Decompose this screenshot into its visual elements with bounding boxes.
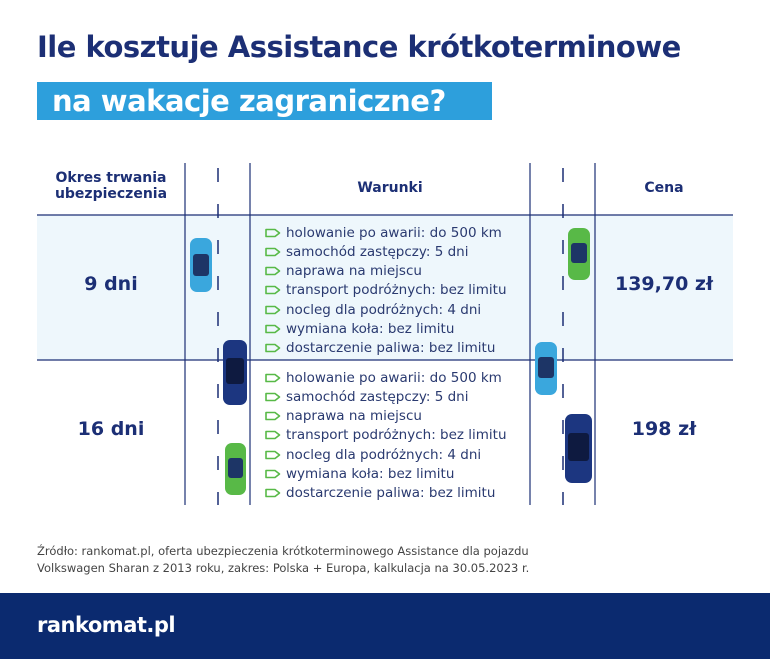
condition-text: wymiana koła: bez limitu [286, 321, 455, 337]
logo: rankomat.pl [37, 613, 176, 637]
condition-item: holowanie po awarii: do 500 km [265, 223, 502, 242]
condition-item: holowanie po awarii: do 500 km [265, 368, 502, 387]
tag-icon [265, 450, 281, 459]
tag-icon [265, 392, 281, 402]
header-cell: Cena [644, 180, 684, 196]
condition-item: naprawa na miejscu [265, 262, 422, 281]
condition-item: wymiana koła: bez limitu [265, 465, 454, 484]
condition-text: nocleg dla podróżnych: 4 dni [286, 446, 482, 463]
condition-text: holowanie po awarii: do 500 km [286, 224, 502, 241]
source-line: Źródło: rankomat.pl, oferta ubezpieczeni… [37, 544, 529, 558]
tag-icon [265, 305, 281, 314]
condition-text: transport podróżnych: bez limitu [286, 282, 507, 299]
condition-item: samochód zastępczy: 5 dni [265, 387, 469, 406]
condition-item: wymiana koła: bez limitu [265, 320, 454, 339]
title: Ile kosztuje Assistance krótkoterminowe [37, 30, 681, 64]
row-bg [37, 215, 733, 360]
footer [0, 593, 770, 659]
condition-text: transport podróżnych: bez limitu [286, 427, 507, 444]
condition-text: dostarczenie paliwa: bez limitu [286, 340, 496, 357]
period-cell: 16 dni [77, 418, 145, 440]
condition-item: nocleg dla podróżnych: 4 dni [265, 445, 481, 464]
condition-item: transport podróżnych: bez limitu [265, 426, 507, 445]
condition-item: nocleg dla podróżnych: 4 dni [265, 300, 481, 319]
condition-text: dostarczenie paliwa: bez limitu [286, 485, 496, 502]
condition-text: naprawa na miejscu [286, 263, 422, 280]
condition-item: dostarczenie paliwa: bez limitu [265, 484, 495, 503]
condition-text: samochód zastępczy: 5 dni [286, 243, 469, 260]
condition-text: holowanie po awarii: do 500 km [286, 369, 502, 386]
header-cell: Okres trwania ubezpieczenia [54, 170, 168, 202]
tag-icon [265, 247, 281, 257]
tag-icon [265, 343, 281, 353]
tag-icon [265, 324, 281, 334]
source-line: Volkswagen Sharan z 2013 roku, zakres: P… [37, 561, 530, 575]
title-highlight [37, 82, 492, 120]
table-lines [37, 163, 733, 505]
period-cell: 9 dni [84, 273, 138, 295]
tag-icon [265, 286, 281, 295]
tag-icon [265, 411, 281, 421]
condition-item: transport podróżnych: bez limitu [265, 281, 507, 300]
tag-icon [265, 228, 281, 237]
price-cell: 139,70 zł [614, 273, 714, 295]
tag-icon [265, 469, 281, 479]
condition-text: samochód zastępczy: 5 dni [286, 388, 469, 405]
tag-icon [265, 488, 281, 498]
condition-text: wymiana koła: bez limitu [286, 466, 455, 482]
tag-icon [265, 373, 281, 382]
condition-item: dostarczenie paliwa: bez limitu [265, 339, 495, 358]
condition-item: samochód zastępczy: 5 dni [265, 242, 469, 261]
condition-text: naprawa na miejscu [286, 408, 422, 425]
title: na wakacje zagraniczne? [52, 84, 446, 118]
price-cell: 198 zł [631, 418, 697, 440]
tag-icon [265, 266, 281, 276]
header-cell: Warunki [357, 180, 423, 196]
tag-icon [265, 431, 281, 440]
source: Źródło: rankomat.pl, oferta ubezpieczeni… [37, 543, 529, 577]
condition-text: nocleg dla podróżnych: 4 dni [286, 301, 482, 318]
cars [190, 228, 592, 495]
condition-item: naprawa na miejscu [265, 407, 422, 426]
